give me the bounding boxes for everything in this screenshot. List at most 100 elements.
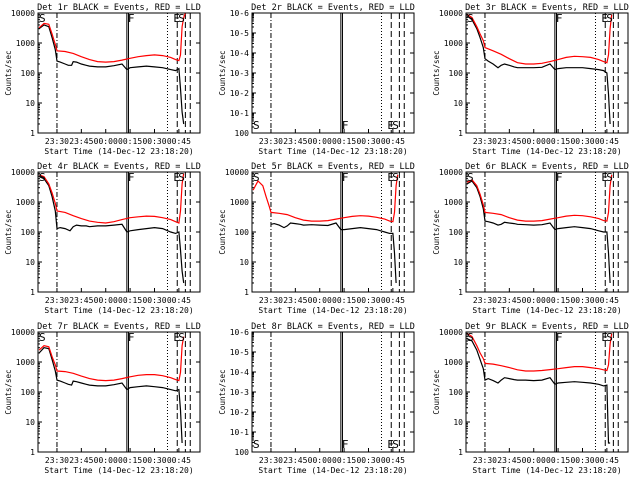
x-tick-label: 00:15: [332, 456, 356, 465]
events-series-line: [466, 15, 611, 125]
event-marker-label: S: [253, 119, 260, 132]
plot-frame: [251, 331, 415, 453]
events-series-line: [466, 180, 611, 284]
x-tick-label: 00:30: [356, 456, 380, 465]
chart-title: Det 7r BLACK = Events, RED = LLD: [37, 322, 201, 332]
event-marker-label: S: [606, 331, 613, 344]
plot-frame: [37, 12, 201, 134]
lld-series-line: [38, 173, 185, 224]
y-tick-label: 1: [30, 448, 35, 457]
event-marker-label: F: [342, 119, 349, 132]
y-axis-label: Counts/sec: [218, 209, 227, 254]
events-series-line: [38, 176, 185, 284]
event-marker-label: S: [39, 12, 46, 25]
x-tick-label: 00:15: [118, 296, 142, 305]
x-tick-label: 23:45: [283, 456, 307, 465]
event-marker-label: F: [556, 171, 563, 184]
y-tick-label: 10000: [225, 168, 249, 177]
events-series-line: [38, 24, 185, 125]
x-tick-label: 23:45: [497, 137, 521, 146]
event-marker-label: E: [387, 119, 394, 132]
y-tick-label: 1000: [16, 358, 35, 367]
x-tick-label: 00:15: [546, 296, 570, 305]
event-marker-label: E: [387, 171, 394, 184]
x-tick-label: 23:30: [473, 456, 497, 465]
x-tick-label: 23:30: [45, 456, 69, 465]
event-marker-label: S: [392, 119, 399, 132]
event-marker-label: S: [392, 171, 399, 184]
y-tick-label: 10: [25, 418, 35, 427]
x-tick-label: 00:15: [332, 137, 356, 146]
event-marker-label: F: [342, 438, 349, 451]
y-tick-label: 10-3: [230, 388, 249, 397]
event-marker-label: F: [128, 12, 135, 25]
event-marker-label: E: [173, 12, 180, 25]
x-tick-label: 00:30: [142, 137, 166, 146]
x-tick-label: 23:30: [259, 137, 283, 146]
event-marker-label: S: [178, 171, 185, 184]
y-tick-label: 1: [458, 448, 463, 457]
events-series-line: [270, 222, 397, 284]
event-marker-label: S: [606, 171, 613, 184]
y-tick-label: 10: [453, 99, 463, 108]
y-tick-label: 10-2: [230, 89, 249, 98]
lld-series-line: [466, 13, 613, 65]
event-marker-label: S: [178, 331, 185, 344]
y-tick-label: 100: [235, 448, 250, 457]
chart-title: Det 6r BLACK = Events, RED = LLD: [465, 162, 629, 172]
x-tick-label: 00:15: [546, 456, 570, 465]
x-tick-label: 00:45: [381, 296, 405, 305]
y-tick-label: 10000: [11, 168, 35, 177]
chart-title: Det 5r BLACK = Events, RED = LLD: [251, 162, 415, 172]
y-tick-label: 10000: [439, 328, 463, 337]
x-tick-label: 00:30: [356, 137, 380, 146]
y-tick-label: 10-6: [230, 328, 249, 337]
x-tick-label: 23:45: [69, 296, 93, 305]
y-tick-label: 1000: [16, 198, 35, 207]
y-tick-label: 10: [453, 418, 463, 427]
event-marker-label: F: [342, 171, 349, 184]
y-axis-label: Counts/sec: [432, 50, 441, 95]
y-tick-label: 10-2: [230, 408, 249, 417]
event-marker-label: S: [39, 331, 46, 344]
x-axis-label: Start Time (14-Dec-12 23:18:20): [472, 306, 621, 315]
x-tick-label: 23:30: [473, 296, 497, 305]
x-tick-label: 00:00: [522, 137, 546, 146]
x-tick-label: 00:15: [118, 137, 142, 146]
y-tick-label: 1000: [444, 39, 463, 48]
x-tick-label: 23:30: [259, 296, 283, 305]
plot-frame: [251, 12, 415, 134]
x-tick-label: 00:30: [356, 296, 380, 305]
event-marker-label: F: [556, 12, 563, 25]
event-marker-label: S: [392, 438, 399, 451]
x-axis-label: Start Time (14-Dec-12 23:18:20): [472, 147, 621, 156]
x-tick-label: 00:00: [308, 137, 332, 146]
y-tick-label: 1000: [444, 358, 463, 367]
plot-frame: [37, 331, 201, 453]
y-tick-label: 100: [235, 129, 250, 138]
event-marker-label: S: [467, 331, 474, 344]
x-tick-label: 23:45: [283, 296, 307, 305]
y-axis-label: Counts/sec: [432, 209, 441, 254]
lld-series-line: [466, 332, 613, 372]
y-tick-label: 10000: [439, 168, 463, 177]
y-tick-label: 100: [449, 388, 464, 397]
x-tick-label: 00:45: [381, 456, 405, 465]
x-tick-label: 23:30: [473, 137, 497, 146]
x-tick-label: 00:45: [595, 137, 619, 146]
lld-series-line: [252, 174, 399, 223]
event-marker-label: S: [467, 171, 474, 184]
y-tick-label: 1: [30, 288, 35, 297]
x-tick-label: 00:30: [570, 137, 594, 146]
chart-title: Det 8r BLACK = Events, RED = LLD: [251, 322, 415, 332]
y-tick-label: 10000: [11, 9, 35, 18]
y-tick-label: 10: [25, 258, 35, 267]
lld-series-line: [38, 336, 185, 382]
x-tick-label: 23:30: [259, 456, 283, 465]
